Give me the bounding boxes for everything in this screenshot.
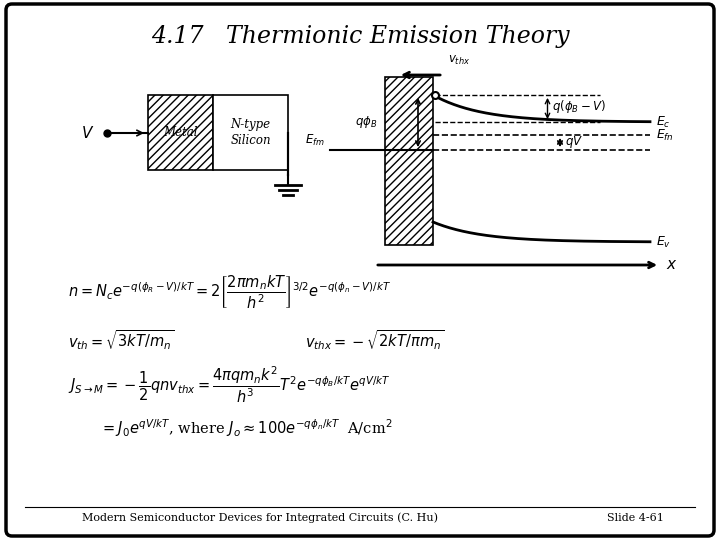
Text: $E_{fm}$: $E_{fm}$ [305, 133, 325, 148]
Bar [148, 95, 213, 170]
Text: N-type
Silicon: N-type Silicon [230, 118, 271, 147]
Text: $v_{th} = \sqrt{3kT / m_n}$: $v_{th} = \sqrt{3kT / m_n}$ [68, 328, 174, 352]
Text: $J_{S \rightarrow M} = -\dfrac{1}{2}qnv_{thx} = \dfrac{4\pi q m_n k^2}{h^3} T^2 : $J_{S \rightarrow M} = -\dfrac{1}{2}qnv_… [68, 364, 391, 406]
Text: $qV$: $qV$ [565, 134, 583, 151]
Text: $q\phi_B$: $q\phi_B$ [355, 114, 377, 131]
Text: $E_{fn}$: $E_{fn}$ [656, 127, 674, 143]
Text: $v_{thx}$: $v_{thx}$ [448, 54, 470, 67]
Text: Slide 4-61: Slide 4-61 [606, 513, 663, 523]
Bar [385, 77, 433, 245]
Text: 4.17   Thermionic Emission Theory: 4.17 Thermionic Emission Theory [150, 25, 570, 49]
Text: $= J_0 e^{qV/kT}$, where $J_o \approx 100e^{-q\phi_n/kT}$  A/cm$^2$: $= J_0 e^{qV/kT}$, where $J_o \approx 10… [100, 417, 392, 439]
Text: $x$: $x$ [666, 258, 678, 272]
Bar [213, 95, 288, 170]
FancyBboxPatch shape [6, 4, 714, 536]
Text: $E_v$: $E_v$ [656, 234, 671, 249]
Text: $E_c$: $E_c$ [656, 114, 670, 130]
Text: $n = N_c e^{-q(\phi_R - V)/kT} = 2\left[\dfrac{2\pi m_n kT}{h^2}\right]^{3/2} e^: $n = N_c e^{-q(\phi_R - V)/kT} = 2\left[… [68, 273, 391, 311]
Text: $V$: $V$ [81, 125, 94, 141]
Text: $v_{thx} = -\sqrt{2kT / \pi m_n}$: $v_{thx} = -\sqrt{2kT / \pi m_n}$ [305, 328, 444, 352]
Text: $q(\phi_B - V)$: $q(\phi_B - V)$ [552, 98, 606, 115]
Text: Modern Semiconductor Devices for Integrated Circuits (C. Hu): Modern Semiconductor Devices for Integra… [82, 512, 438, 523]
Text: Metal: Metal [163, 126, 198, 139]
